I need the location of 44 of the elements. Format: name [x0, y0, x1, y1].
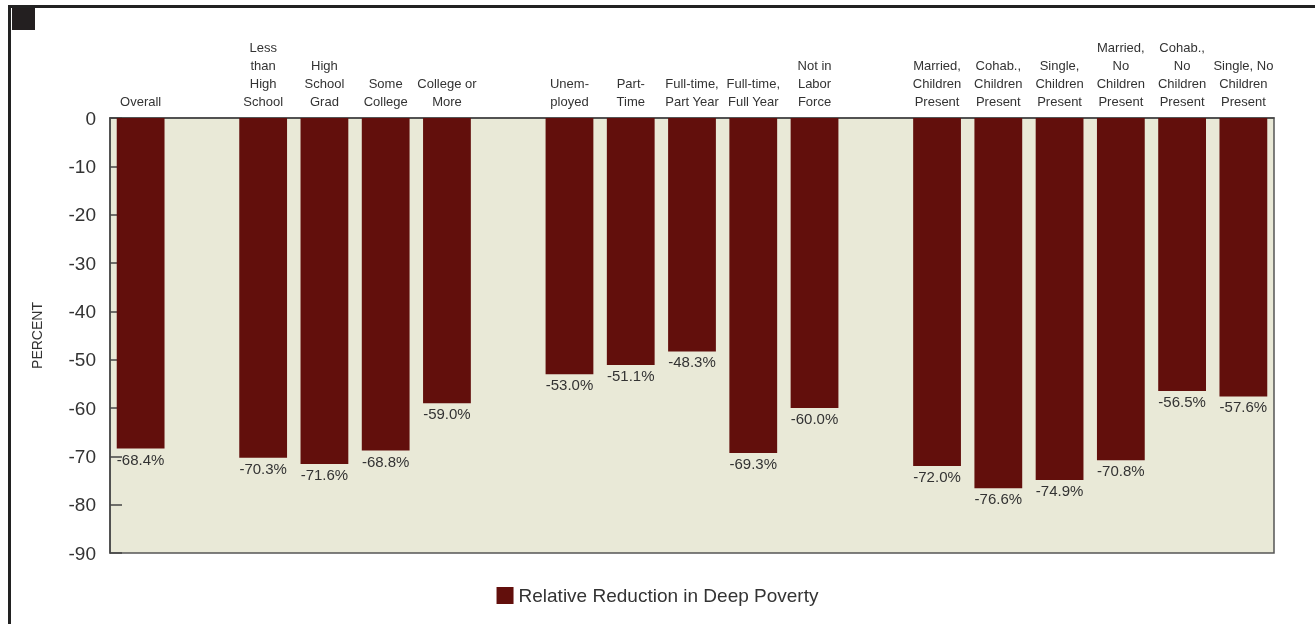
data-label: -51.1%	[606, 366, 655, 384]
x-tick-label: College or More	[417, 75, 478, 109]
x-tick-label: Cohab., Children Present	[974, 57, 1023, 109]
data-label: -53.0%	[545, 376, 594, 394]
y-tick-label: -20	[68, 204, 96, 226]
x-tick-label: Unem- ployed	[549, 75, 589, 109]
x-tick-label: High School Grad	[304, 57, 345, 109]
data-label: -57.6%	[1219, 398, 1268, 416]
x-tick-label: Married, Children Present	[912, 57, 962, 109]
x-tick-label: Some College	[363, 75, 408, 109]
y-tick-label: -70	[68, 445, 96, 467]
y-tick-label: -50	[68, 349, 96, 371]
x-tick-label: Married, No Children Present	[1096, 39, 1146, 109]
data-label: -48.3%	[668, 353, 716, 371]
data-label: -69.3%	[729, 454, 778, 472]
data-label: -72.0%	[913, 468, 961, 485]
x-tick-label: Cohab., No Children Present	[1157, 39, 1207, 109]
data-label: -70.3%	[239, 459, 287, 477]
data-label: -76.6%	[974, 490, 1023, 508]
data-label: -70.8%	[1097, 462, 1145, 480]
x-tick-label: Single, No Children Present	[1213, 57, 1274, 109]
x-tick-label: Part- Time	[616, 75, 645, 109]
data-label: -59.0%	[423, 405, 471, 423]
legend-label: Relative Reduction in Deep Poverty	[518, 585, 819, 606]
y-tick-label: -10	[68, 155, 96, 177]
data-label: -68.8%	[361, 452, 410, 470]
data-label: -74.9%	[1035, 482, 1084, 500]
y-tick-label: -80	[68, 494, 96, 516]
x-tick-label: Not in Labor Force	[797, 57, 832, 109]
y-tick-label: -40	[68, 300, 96, 322]
y-tick-label: -30	[68, 252, 96, 274]
y-tick-label: -60	[68, 397, 96, 419]
x-tick-label: Single, Children Present	[1035, 57, 1084, 109]
y-axis-title: PERCENT	[29, 301, 45, 369]
x-tick-label: Full-time, Full Year	[726, 75, 780, 109]
x-tick-label: Overall	[120, 93, 162, 109]
y-tick-label: 0	[85, 107, 96, 129]
data-label: -71.6%	[300, 466, 349, 484]
data-label: -56.5%	[1158, 393, 1206, 411]
x-tick-label: Less than High School	[243, 39, 284, 109]
data-label: -60.0%	[790, 410, 839, 427]
data-label: -68.4%	[116, 450, 165, 468]
y-tick-label: -90	[68, 542, 96, 564]
x-tick-label: Full-time, Part Year	[665, 75, 720, 109]
